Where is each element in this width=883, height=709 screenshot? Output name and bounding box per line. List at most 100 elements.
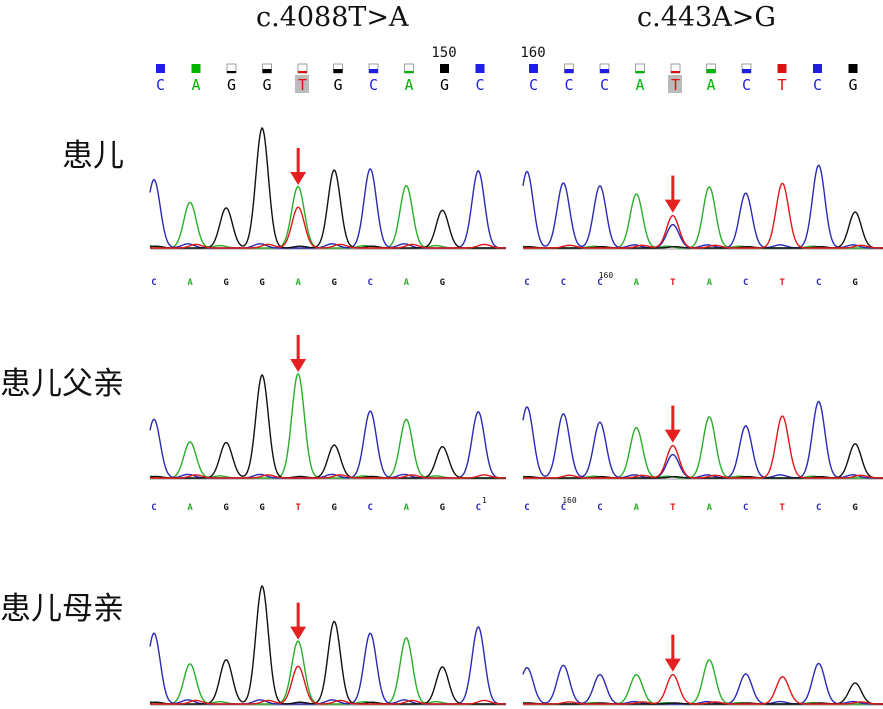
header-base-7: T xyxy=(777,64,787,94)
chromatogram-mother-right xyxy=(522,634,883,706)
base-call: G xyxy=(331,503,336,513)
header-base-letter: T xyxy=(298,76,307,94)
trace-A xyxy=(149,372,506,479)
base-call: G xyxy=(223,503,228,513)
base-call: A xyxy=(404,278,410,288)
base-call: C xyxy=(524,503,529,513)
chromatogram-father-right: C C C A T A C T C G 160 xyxy=(522,400,883,513)
mutation-arrow xyxy=(290,148,307,185)
base-call: T xyxy=(295,503,301,513)
row-label-mother: 患儿母亲 xyxy=(0,591,124,627)
trace-G xyxy=(149,373,506,479)
header-base-letter: G xyxy=(440,76,449,94)
base-call: A xyxy=(404,503,410,513)
mutation-arrow xyxy=(664,634,681,672)
header-base-1: C xyxy=(564,63,574,94)
header-base-3: A xyxy=(635,63,645,94)
header-base-3: G xyxy=(262,63,272,94)
base-call: G xyxy=(223,278,228,288)
header-base-letter: G xyxy=(848,76,857,94)
header-base-letter: C xyxy=(564,76,573,94)
base-call: C xyxy=(743,503,748,513)
header-base-letter: G xyxy=(227,76,236,94)
base-call: C xyxy=(561,278,566,288)
header-base-letter: C xyxy=(156,76,165,94)
base-call: T xyxy=(670,278,676,288)
trace-position-label: 160 xyxy=(599,271,614,280)
header-base-letter: A xyxy=(404,76,413,94)
base-call: C xyxy=(368,278,373,288)
trace-T xyxy=(523,415,883,479)
mutation-arrow xyxy=(290,602,307,640)
trace-C xyxy=(522,662,883,705)
base-call: A xyxy=(187,503,193,513)
trace-A xyxy=(522,659,883,705)
trace-C xyxy=(149,410,507,479)
header-base-letter: C xyxy=(529,76,538,94)
header-base-0: C xyxy=(156,64,165,94)
base-call: C xyxy=(816,278,821,288)
trace-position-label: 1 xyxy=(482,496,487,505)
base-call: G xyxy=(259,503,264,513)
trace-T xyxy=(150,474,506,479)
base-call: C xyxy=(368,503,373,513)
header-position-label: 150 xyxy=(431,45,456,61)
mutation-title-left: c.4088T>A xyxy=(256,2,409,33)
base-call: C xyxy=(151,278,156,288)
base-call: C xyxy=(151,503,156,513)
trace-T xyxy=(150,665,506,705)
mutation-arrow xyxy=(664,175,681,213)
base-call: T xyxy=(779,278,785,288)
header-base-9: C xyxy=(475,64,485,94)
header-base-8: G xyxy=(440,64,449,94)
header-base-6: C xyxy=(368,63,379,94)
header-base-letter: T xyxy=(671,76,680,94)
header-position-label: 160 xyxy=(520,45,545,61)
base-call-header-left: C A G G T G C A G C 150 xyxy=(156,45,485,94)
header-base-4: T xyxy=(295,63,309,94)
mutation-arrow xyxy=(290,335,307,372)
base-call: G xyxy=(440,278,445,288)
header-base-5: A xyxy=(706,63,716,94)
mutation-arrow xyxy=(664,405,681,443)
base-call: C xyxy=(743,278,748,288)
base-call: A xyxy=(634,278,640,288)
base-call: C xyxy=(597,278,602,288)
base-call: T xyxy=(779,503,785,513)
header-base-letter: G xyxy=(262,76,271,94)
header-base-9: G xyxy=(848,64,858,94)
chromatogram-father-left: C A G G T G C A G C1 xyxy=(149,335,507,513)
trace-C xyxy=(522,164,883,249)
base-call: G xyxy=(440,503,445,513)
trace-C xyxy=(522,400,883,479)
header-base-5: G xyxy=(333,63,343,94)
trace-G xyxy=(149,584,506,705)
base-call: C xyxy=(561,503,566,513)
base-call: C xyxy=(816,503,821,513)
header-base-letter: G xyxy=(333,76,342,94)
header-base-letter: C xyxy=(369,76,378,94)
header-base-letter: A xyxy=(635,76,644,94)
trace-T xyxy=(523,182,883,249)
base-call: A xyxy=(707,503,713,513)
base-call: C xyxy=(476,503,481,513)
header-base-letter: C xyxy=(742,76,751,94)
header-base-0: C xyxy=(529,64,538,94)
base-call: G xyxy=(852,278,857,288)
header-base-letter: C xyxy=(600,76,609,94)
mutation-title-right: c.443A>G xyxy=(637,2,776,33)
header-base-2: G xyxy=(226,63,237,94)
chromatogram-patient-right: C C C A T A C T C G 160 xyxy=(522,164,883,288)
base-call: A xyxy=(707,278,713,288)
chromatogram-mother-left xyxy=(149,584,507,706)
trace-position-label: 160 xyxy=(562,496,577,505)
row-label-patient: 患儿 xyxy=(62,138,124,174)
base-call: A xyxy=(634,503,640,513)
base-call: C xyxy=(524,278,529,288)
trace-A xyxy=(522,186,883,249)
base-call-header-right: C C C A T A C T C G 160 xyxy=(520,45,858,94)
base-call: G xyxy=(331,278,336,288)
trace-T xyxy=(150,206,506,249)
base-call: T xyxy=(670,503,676,513)
